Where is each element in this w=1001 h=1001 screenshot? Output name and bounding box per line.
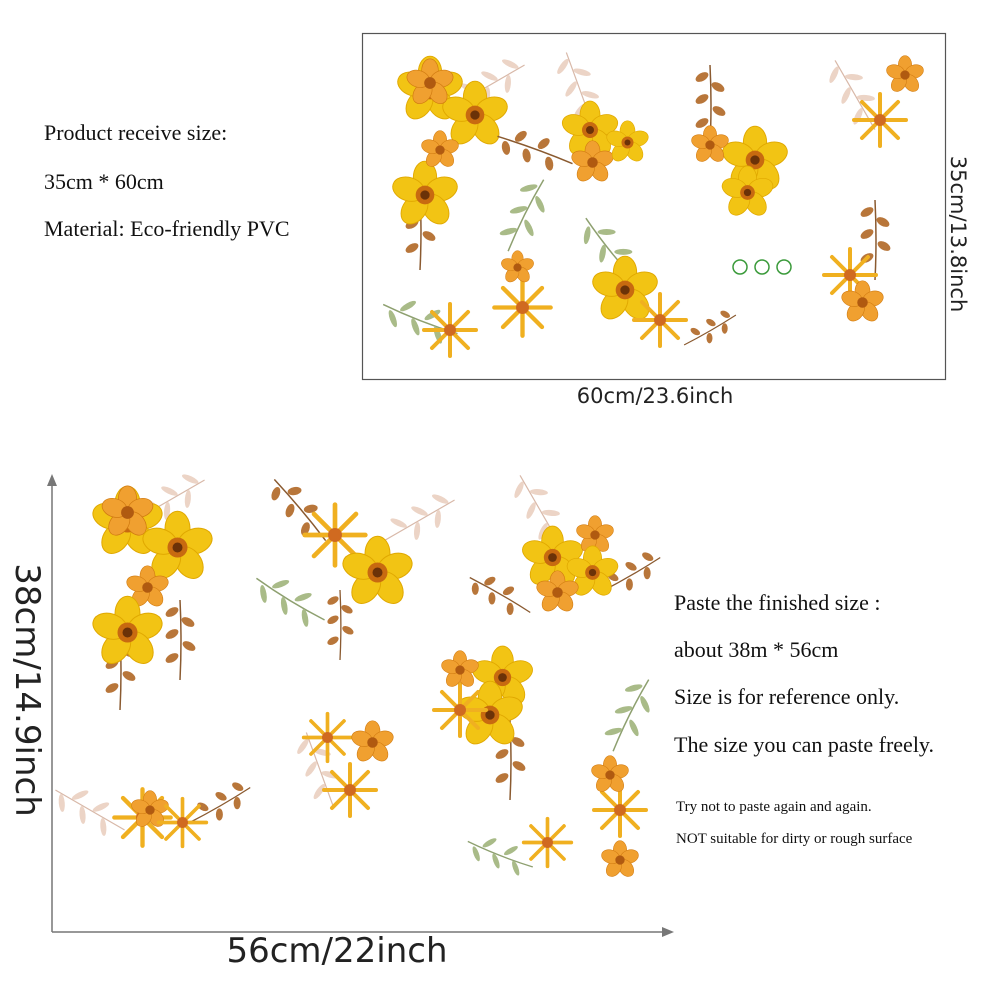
info-text: Paste the finished size : <box>674 590 881 615</box>
decoration <box>504 466 576 554</box>
decoration <box>500 250 535 285</box>
info-text: Product receive size: <box>44 120 227 145</box>
info-text: Material: Eco-friendly PVC <box>44 216 290 241</box>
decoration <box>852 92 908 148</box>
decoration <box>246 563 335 636</box>
decoration <box>521 816 574 869</box>
flower-decor <box>46 464 669 882</box>
decoration <box>301 711 354 764</box>
decoration <box>494 279 550 335</box>
decoration <box>690 125 730 165</box>
width-label: 56cm/22inch <box>226 931 447 971</box>
decoration <box>461 563 539 626</box>
decoration <box>261 467 340 552</box>
decoration <box>590 755 630 795</box>
decoration <box>590 255 660 325</box>
height-label: 35cm/13.8inch <box>946 156 970 313</box>
decoration <box>461 827 539 882</box>
flower-decor <box>375 45 925 358</box>
decoration <box>885 55 925 95</box>
note-text: Try not to paste again and again. <box>676 799 872 815</box>
decoration <box>376 484 464 556</box>
info-text: 35cm * 60cm <box>44 169 164 194</box>
decoration <box>181 774 259 837</box>
decoration <box>46 774 134 846</box>
decoration <box>492 170 559 260</box>
decoration <box>325 590 356 660</box>
decoration <box>340 535 415 610</box>
decoration <box>632 292 688 348</box>
decoration <box>350 720 395 765</box>
info-text: about 38m * 56cm <box>674 637 838 662</box>
height-label: 38cm/14.9inch <box>7 563 47 816</box>
sheet-border <box>361 32 947 381</box>
decoration <box>422 302 478 358</box>
arrow-head <box>662 927 674 937</box>
decoration <box>432 682 488 738</box>
note-text: NOT suitable for dirty or rough surface <box>676 831 913 847</box>
info-text: The size you can paste freely. <box>674 732 934 757</box>
decoration <box>858 200 893 280</box>
width-label: 60cm/23.6inch <box>577 384 734 408</box>
decoration <box>90 595 165 670</box>
decoration <box>677 303 744 357</box>
decoration <box>597 670 664 760</box>
decoration <box>163 600 198 680</box>
decoration <box>390 160 460 230</box>
bottom-panel: 38cm/14.9inch 56cm/22inch <box>7 464 934 971</box>
top-panel: Product receive size: 35cm * 60cm Materi… <box>44 32 970 408</box>
decoration <box>840 280 885 325</box>
info-text: Size is for reference only. <box>674 684 899 709</box>
decoration <box>600 840 640 880</box>
decoration <box>592 782 648 838</box>
decoration <box>156 796 209 849</box>
decoration <box>322 762 378 818</box>
arrow-head <box>47 474 57 486</box>
